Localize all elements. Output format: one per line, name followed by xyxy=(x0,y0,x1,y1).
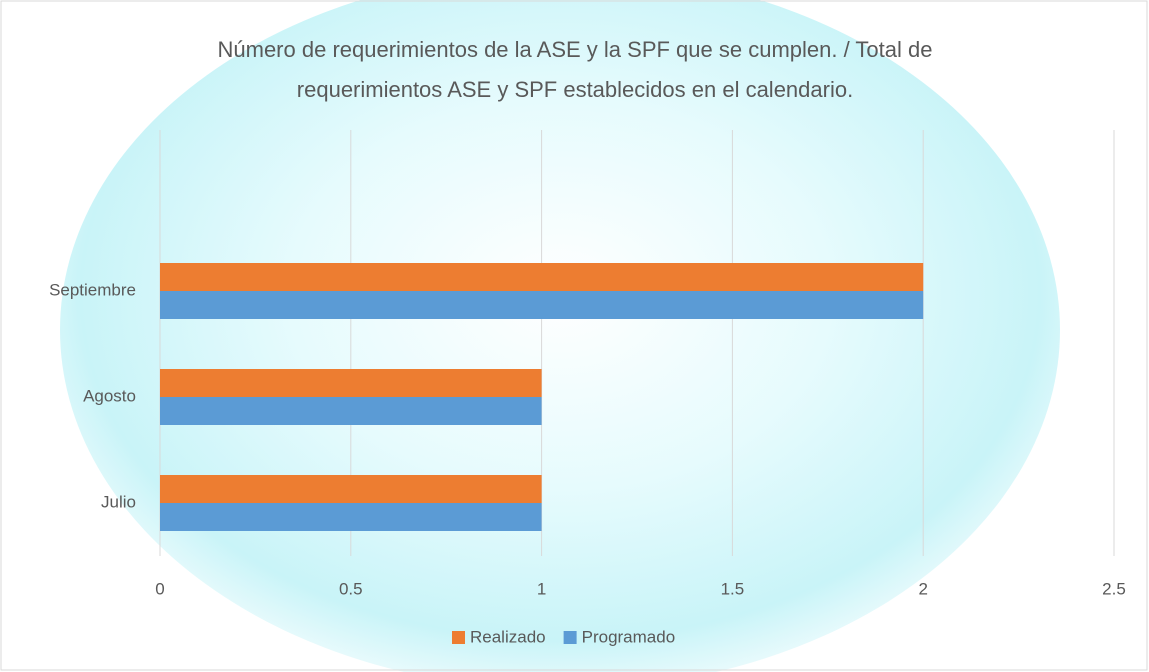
bar xyxy=(160,369,542,397)
bar xyxy=(160,397,542,425)
x-tick-label: 1.5 xyxy=(721,579,745,598)
x-tick-label: 0.5 xyxy=(339,579,363,598)
legend-label: Programado xyxy=(582,627,676,646)
x-tick-label: 0 xyxy=(155,579,164,598)
bar xyxy=(160,503,542,531)
legend-label: Realizado xyxy=(470,627,546,646)
legend-swatch xyxy=(563,631,577,644)
y-tick-label: Agosto xyxy=(83,386,136,405)
bar xyxy=(160,291,924,319)
x-tick-label: 2 xyxy=(918,579,927,598)
bar xyxy=(160,263,924,291)
chart-title: Número de requerimientos de la ASE y la … xyxy=(217,37,933,102)
y-tick-label: Julio xyxy=(101,492,136,511)
x-tick-label: 2.5 xyxy=(1102,579,1126,598)
legend-swatch xyxy=(452,631,465,644)
x-tick-label: 1 xyxy=(537,579,546,598)
bar xyxy=(160,475,542,503)
y-tick-label: Septiembre xyxy=(49,280,136,299)
